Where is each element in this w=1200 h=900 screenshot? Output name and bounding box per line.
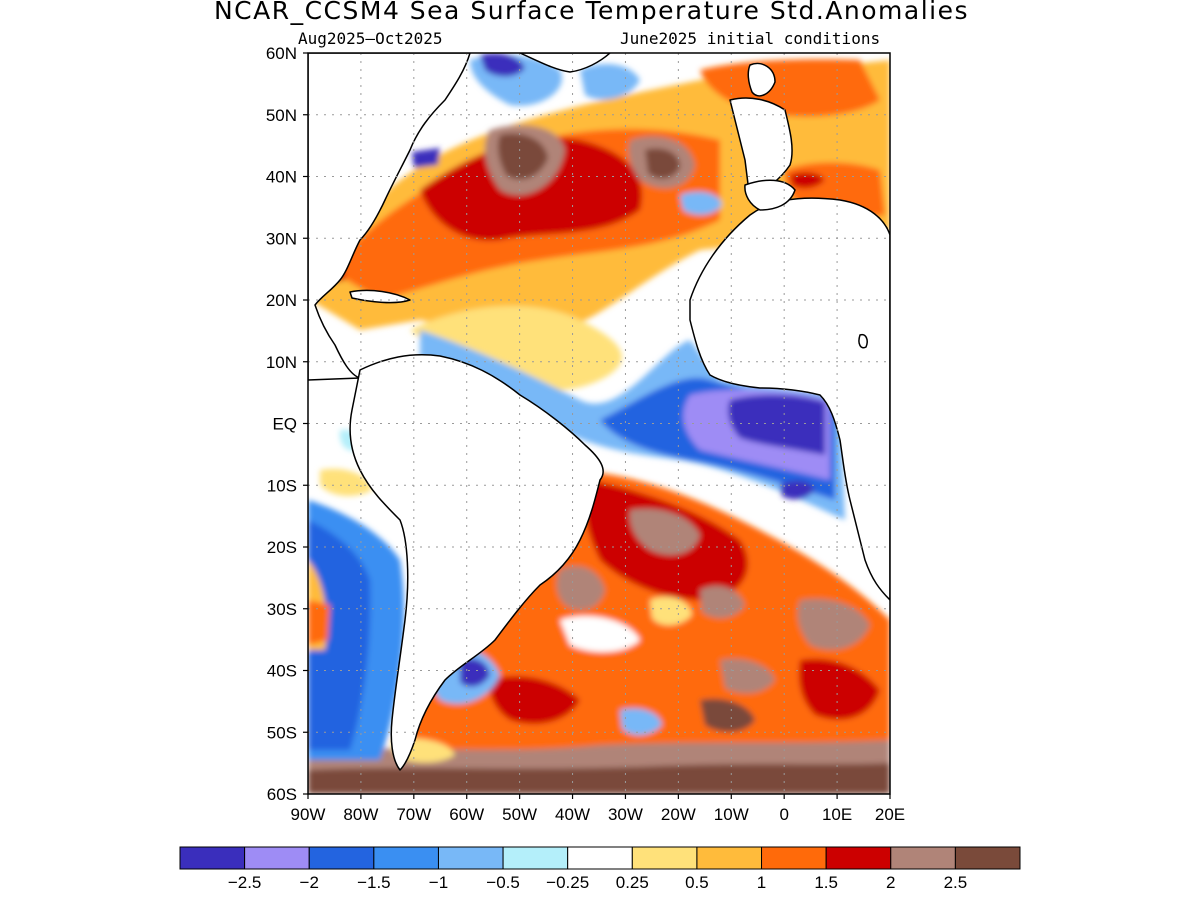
legend-label: 0.5: [685, 873, 709, 892]
lon-tick-label: 70W: [396, 805, 431, 824]
legend-label: −0.5: [486, 873, 520, 892]
lat-tick-label: 40N: [266, 168, 297, 187]
legend-label: −1: [429, 873, 448, 892]
lon-tick-label: 60W: [449, 805, 484, 824]
map-title: NCAR_CCSM4 Sea Surface Temperature Std.A…: [213, 0, 970, 25]
legend-swatch: [890, 846, 956, 870]
legend-swatch: [502, 846, 569, 870]
legend-swatch: [308, 846, 375, 870]
south-america-land: [349, 354, 604, 771]
legend-label: −2: [300, 873, 319, 892]
lon-tick-label: 80W: [343, 805, 378, 824]
legend-label: 1.5: [814, 873, 838, 892]
lon-tick-label: 10W: [714, 805, 749, 824]
legend-swatch: [696, 846, 763, 870]
lon-tick-label: 50W: [502, 805, 537, 824]
madagascar-land: [858, 333, 868, 349]
legend-swatch: [179, 846, 246, 870]
uk-land: [747, 62, 776, 97]
north-america-land: [308, 53, 471, 381]
lat-tick-label: 30S: [267, 600, 297, 619]
lat-tick-label: 50N: [266, 106, 297, 125]
legend-swatch: [825, 846, 892, 870]
lon-tick-label: 40W: [555, 805, 590, 824]
legend-label: 2: [886, 873, 895, 892]
lat-tick-label: 50S: [267, 723, 297, 742]
lat-tick-label: 20N: [266, 291, 297, 310]
latitude-axis-labels: 60N 50N 40N 30N 20N 10N EQ 10S 20S 30S 40S 50S 60S: [266, 44, 308, 804]
legend-swatch: [373, 846, 439, 870]
legend-swatch: [437, 846, 504, 870]
legend-label: 1: [757, 873, 766, 892]
lon-tick-label: 90W: [291, 805, 326, 824]
europe-land: [729, 97, 793, 201]
legend-label: −1.5: [357, 873, 391, 892]
lat-tick-label: 60N: [266, 44, 297, 63]
legend-swatch: [954, 846, 1021, 870]
greenland-land: [519, 53, 611, 73]
initial-conditions: June2025 initial conditions: [620, 29, 881, 48]
lat-tick-label: 40S: [267, 662, 297, 681]
lon-tick-label: 0: [779, 805, 788, 824]
lon-tick-label: 20W: [661, 805, 696, 824]
forecast-period: Aug2025–Oct2025: [298, 29, 443, 48]
lat-tick-label: 10N: [266, 353, 297, 372]
legend-label: 0.25: [616, 873, 649, 892]
legend-swatch: [761, 846, 827, 870]
legend-swatch: [244, 846, 310, 870]
legend-swatch: [567, 846, 633, 870]
lat-tick-label: EQ: [272, 415, 297, 434]
color-legend: −2.5 −2 −1.5 −1 −0.5 −0.25 0.25 0.5 1 1.5 2 2.5: [179, 846, 1021, 892]
iberia-land: [744, 179, 796, 211]
lon-tick-label: 30W: [608, 805, 643, 824]
land-masses: [308, 53, 890, 771]
lat-tick-label: 30N: [266, 229, 297, 248]
graticule: [308, 53, 890, 794]
legend-label: 2.5: [944, 873, 968, 892]
legend-label: −0.25: [546, 873, 589, 892]
lat-tick-label: 60S: [267, 785, 297, 804]
lon-tick-label: 10E: [822, 805, 852, 824]
lat-tick-label: 10S: [267, 476, 297, 495]
legend-label: −2.5: [228, 873, 262, 892]
lat-tick-label: 20S: [267, 538, 297, 557]
lon-tick-label: 20E: [875, 805, 905, 824]
legend-swatch: [631, 846, 698, 870]
longitude-axis-labels: 90W 80W 70W 60W 50W 40W 30W 20W 10W 0 10E 20E: [291, 794, 905, 824]
